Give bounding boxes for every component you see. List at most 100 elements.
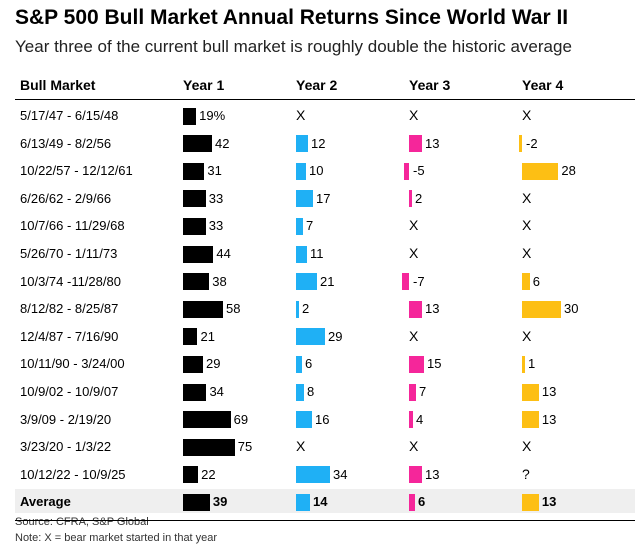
year-4-value-label: -2 (526, 135, 538, 151)
year-3-value-label: -7 (413, 273, 425, 289)
year-1-bar (183, 135, 212, 153)
year-1-bar (183, 328, 198, 346)
year-1-bar (183, 273, 210, 291)
year-3-bar (409, 411, 413, 429)
year-2-value-label: 11 (310, 246, 324, 261)
year-2-bar (296, 245, 307, 263)
year-3-value-label: -5 (413, 163, 425, 179)
year-2-value-label: 12 (311, 135, 326, 151)
header-rule (15, 99, 635, 100)
year-1-bar (183, 217, 206, 235)
year-2-bar (296, 355, 302, 373)
year-1-value-label: 33 (208, 190, 224, 206)
bull-market-period: 5/17/47 - 6/15/48 (20, 108, 119, 123)
year-1-bar (183, 162, 205, 180)
year-4-value-label: 6 (532, 273, 541, 289)
year-3-bar (402, 273, 409, 291)
year-3-bar (409, 135, 422, 153)
year-1-bar (183, 411, 231, 429)
bull-market-period: 10/12/22 - 10/9/25 (20, 466, 126, 482)
year-3-marker: X (409, 107, 419, 123)
year-3-value-label: 13 (425, 135, 440, 151)
year-3-value-label: 6 (418, 494, 426, 510)
year-3-value-label: 13 (425, 466, 440, 482)
year-1-value-label: 33 (208, 218, 224, 234)
year-3-bar (409, 355, 424, 373)
year-2-bar (296, 217, 303, 235)
year-1-value-label: 75 (237, 439, 253, 455)
year-2-value-label: 16 (315, 411, 330, 427)
year-2-bar (296, 493, 310, 511)
year-4-value-label: 28 (561, 163, 576, 179)
year-2-marker: X (296, 107, 306, 123)
year-1-value-label: 44 (216, 246, 231, 261)
bull-market-period: 3/23/20 - 1/3/22 (20, 439, 112, 455)
year-3-bar (409, 493, 415, 511)
year-1-bar (183, 245, 214, 263)
year-1-value-label: 58 (226, 301, 241, 317)
year-3-value-label: 2 (415, 190, 423, 206)
year-3-marker: X (409, 245, 419, 261)
year-2-bar (296, 383, 304, 401)
year-3-value-label: 13 (425, 301, 440, 317)
year-2-value-label: 8 (307, 384, 315, 399)
bull-market-period: 8/12/82 - 8/25/87 (20, 301, 119, 317)
bull-market-period: 10/22/57 - 12/12/61 (20, 163, 133, 179)
bull-market-period: 10/7/66 - 11/29/68 (20, 218, 125, 234)
year-1-bar (183, 493, 210, 511)
year-1-bar (183, 383, 207, 401)
year-4-value-label: 1 (528, 356, 536, 372)
year-4-marker: X (522, 327, 532, 344)
year-4-marker: X (522, 217, 532, 234)
year-3-marker: X (409, 327, 419, 344)
year-4-value-label: 13 (541, 384, 557, 399)
year-4-bar (519, 135, 522, 153)
year-3-value-label: 4 (416, 411, 424, 427)
bull-market-period: 10/9/02 - 10/9/07 (20, 384, 119, 399)
year-3-bar (409, 190, 412, 208)
column-header-year-4: Year 4 (522, 77, 564, 93)
year-1-value-label: 31 (207, 163, 222, 179)
year-2-bar (296, 411, 312, 429)
year-2-value-label: 14 (313, 494, 328, 510)
year-2-value-label: 6 (305, 356, 313, 372)
year-1-value-label: 19% (199, 108, 226, 123)
year-4-bar (522, 493, 539, 511)
average-label: Average (20, 494, 71, 510)
year-2-value-label: 21 (320, 273, 335, 289)
year-1-bar (183, 300, 224, 318)
year-4-bar (522, 273, 530, 291)
year-4-marker: ? (522, 465, 530, 482)
year-4-value-label: 13 (541, 411, 557, 427)
year-4-bar (522, 383, 539, 401)
year-2-value-label: 10 (309, 163, 324, 179)
column-header-year-1: Year 1 (183, 77, 225, 93)
year-4-bar (522, 355, 525, 373)
year-2-value-label: 29 (328, 328, 343, 344)
year-1-value-label: 29 (206, 356, 221, 372)
year-3-bar (409, 300, 422, 318)
year-1-bar (183, 438, 235, 456)
year-1-bar (183, 190, 206, 208)
year-1-value-label: 39 (212, 494, 228, 510)
year-3-marker: X (409, 217, 419, 234)
year-1-value-label: 69 (233, 411, 249, 427)
footnote: Note: X = bear market started in that ye… (15, 532, 218, 544)
year-4-marker: X (522, 245, 532, 261)
bull-market-period: 12/4/87 - 7/16/90 (20, 328, 119, 344)
year-2-bar (296, 162, 306, 180)
year-2-value-label: 34 (333, 466, 348, 482)
year-4-marker: X (522, 189, 532, 206)
year-2-bar (296, 300, 299, 318)
bull-market-period: 3/9/09 - 2/19/20 (20, 411, 112, 427)
year-4-bar (522, 300, 561, 318)
year-2-marker: X (296, 438, 306, 455)
year-1-value-label: 42 (214, 135, 230, 151)
year-2-value-label: 17 (316, 190, 331, 206)
year-1-value-label: 22 (201, 466, 216, 482)
year-3-marker: X (409, 438, 419, 455)
table-bottom-rule (15, 520, 635, 521)
bull-market-period: 6/13/49 - 8/2/56 (20, 135, 112, 151)
year-4-marker: X (522, 107, 532, 123)
year-1-value-label: 38 (212, 273, 227, 289)
